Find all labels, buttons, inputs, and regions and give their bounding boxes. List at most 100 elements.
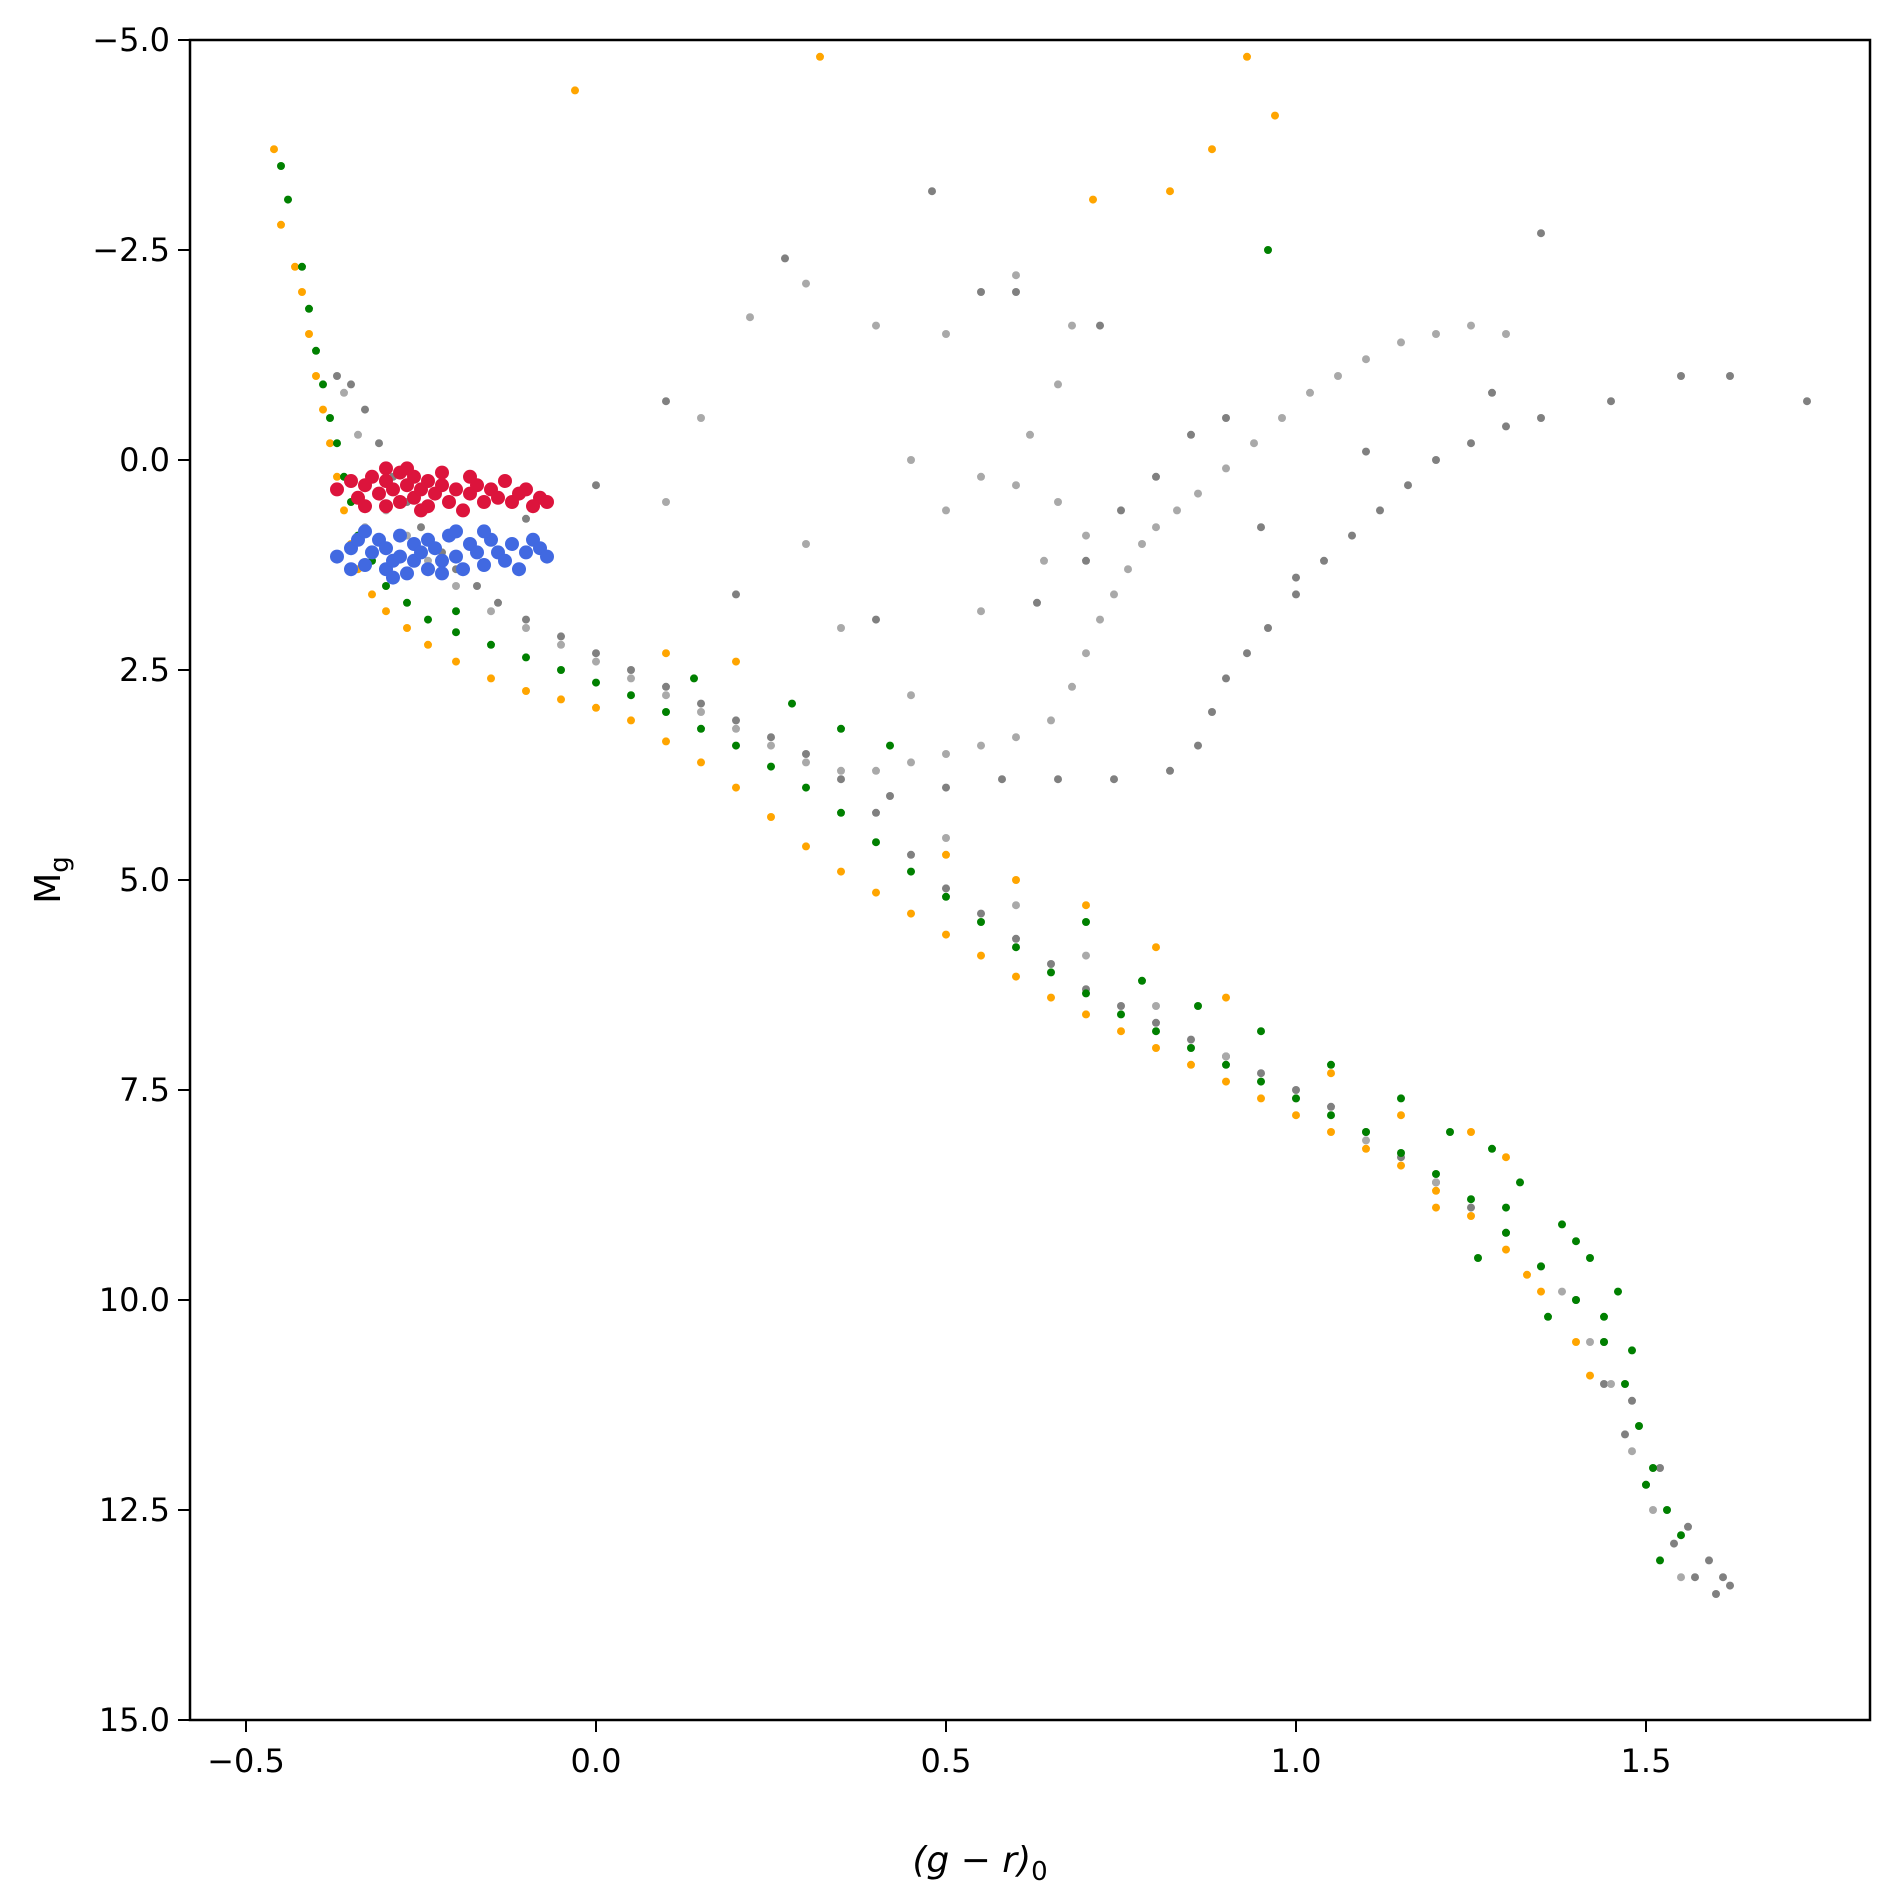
data-point: [1054, 498, 1062, 506]
data-point: [1656, 1464, 1664, 1472]
data-point: [1082, 649, 1090, 658]
data-point: [627, 666, 635, 674]
data-point: [872, 615, 880, 624]
data-point: [837, 867, 845, 876]
data-point: [928, 187, 936, 196]
data-point: [557, 632, 565, 641]
data-point: [1467, 439, 1475, 448]
data-point: [1691, 1573, 1699, 1582]
data-point: [340, 506, 348, 515]
data-point: [512, 562, 526, 577]
data-point: [732, 657, 740, 666]
data-point: [452, 628, 460, 637]
data-point: [690, 674, 698, 683]
data-point: [1607, 1380, 1615, 1388]
data-point: [1621, 1380, 1629, 1388]
data-point: [393, 549, 407, 564]
data-point: [697, 724, 705, 733]
data-point: [1257, 523, 1265, 532]
data-point: [1012, 934, 1020, 943]
data-point: [330, 549, 344, 564]
data-point: [1194, 1002, 1202, 1010]
data-point: [662, 649, 670, 658]
data-point: [435, 478, 449, 493]
data-point: [1327, 1069, 1335, 1078]
data-point: [487, 640, 495, 649]
data-point: [375, 439, 383, 448]
data-point: [942, 783, 950, 792]
data-point: [1600, 1380, 1608, 1388]
data-point: [1649, 1506, 1657, 1514]
data-point: [1222, 1077, 1230, 1086]
x-tick-label: −0.5: [207, 1742, 285, 1780]
data-point: [942, 892, 950, 901]
data-point: [1243, 52, 1251, 61]
data-point: [907, 758, 915, 767]
data-point: [627, 716, 635, 725]
data-point: [557, 666, 565, 674]
data-point: [1467, 1212, 1475, 1220]
data-point: [1397, 1111, 1405, 1120]
data-point: [1292, 590, 1300, 599]
data-point: [998, 775, 1006, 784]
data-point: [1628, 1396, 1636, 1405]
series-2: [270, 52, 1594, 1380]
data-point: [907, 691, 915, 700]
data-point: [452, 582, 460, 590]
data-point: [802, 540, 810, 548]
data-point: [326, 414, 334, 422]
data-point: [326, 439, 334, 448]
data-point: [1152, 1044, 1160, 1052]
data-point: [942, 330, 950, 338]
data-point: [1502, 1228, 1510, 1237]
data-point: [1257, 1077, 1265, 1086]
data-point: [1222, 414, 1230, 422]
data-point: [1705, 1556, 1713, 1565]
data-point: [1432, 1170, 1440, 1178]
data-point: [449, 482, 463, 497]
data-point: [837, 766, 845, 775]
data-point: [767, 762, 775, 771]
data-point: [340, 388, 348, 397]
data-point: [1726, 1581, 1734, 1590]
data-point: [519, 545, 533, 560]
data-point: [386, 570, 400, 585]
data-point: [1362, 1144, 1370, 1153]
data-point: [886, 741, 894, 750]
data-point: [382, 607, 390, 616]
data-point: [837, 808, 845, 817]
data-point: [1257, 1027, 1265, 1036]
data-point: [1264, 246, 1272, 254]
data-point: [298, 288, 306, 296]
data-point: [1117, 1002, 1125, 1010]
data-point: [697, 699, 705, 708]
data-point: [354, 430, 362, 439]
data-point: [872, 888, 880, 897]
data-point: [477, 524, 491, 539]
y-tick-label: 7.5: [119, 1071, 170, 1109]
data-point: [452, 607, 460, 616]
data-point: [298, 262, 306, 271]
data-point: [1572, 1338, 1580, 1346]
data-point: [522, 615, 530, 624]
data-point: [403, 624, 411, 632]
data-point: [393, 528, 407, 543]
data-point: [386, 482, 400, 497]
data-point: [1327, 1060, 1335, 1069]
data-point: [592, 703, 600, 712]
data-point: [767, 813, 775, 821]
data-point: [540, 549, 554, 564]
data-point: [788, 699, 796, 708]
data-point: [361, 405, 369, 414]
data-point: [379, 541, 393, 556]
data-point: [1187, 430, 1195, 439]
data-point: [421, 474, 435, 488]
data-point: [977, 918, 985, 926]
data-point: [1586, 1371, 1594, 1380]
data-point: [1292, 573, 1300, 582]
data-point: [1187, 1044, 1195, 1052]
data-point: [305, 330, 313, 338]
data-point: [977, 607, 985, 616]
data-point: [1222, 674, 1230, 683]
